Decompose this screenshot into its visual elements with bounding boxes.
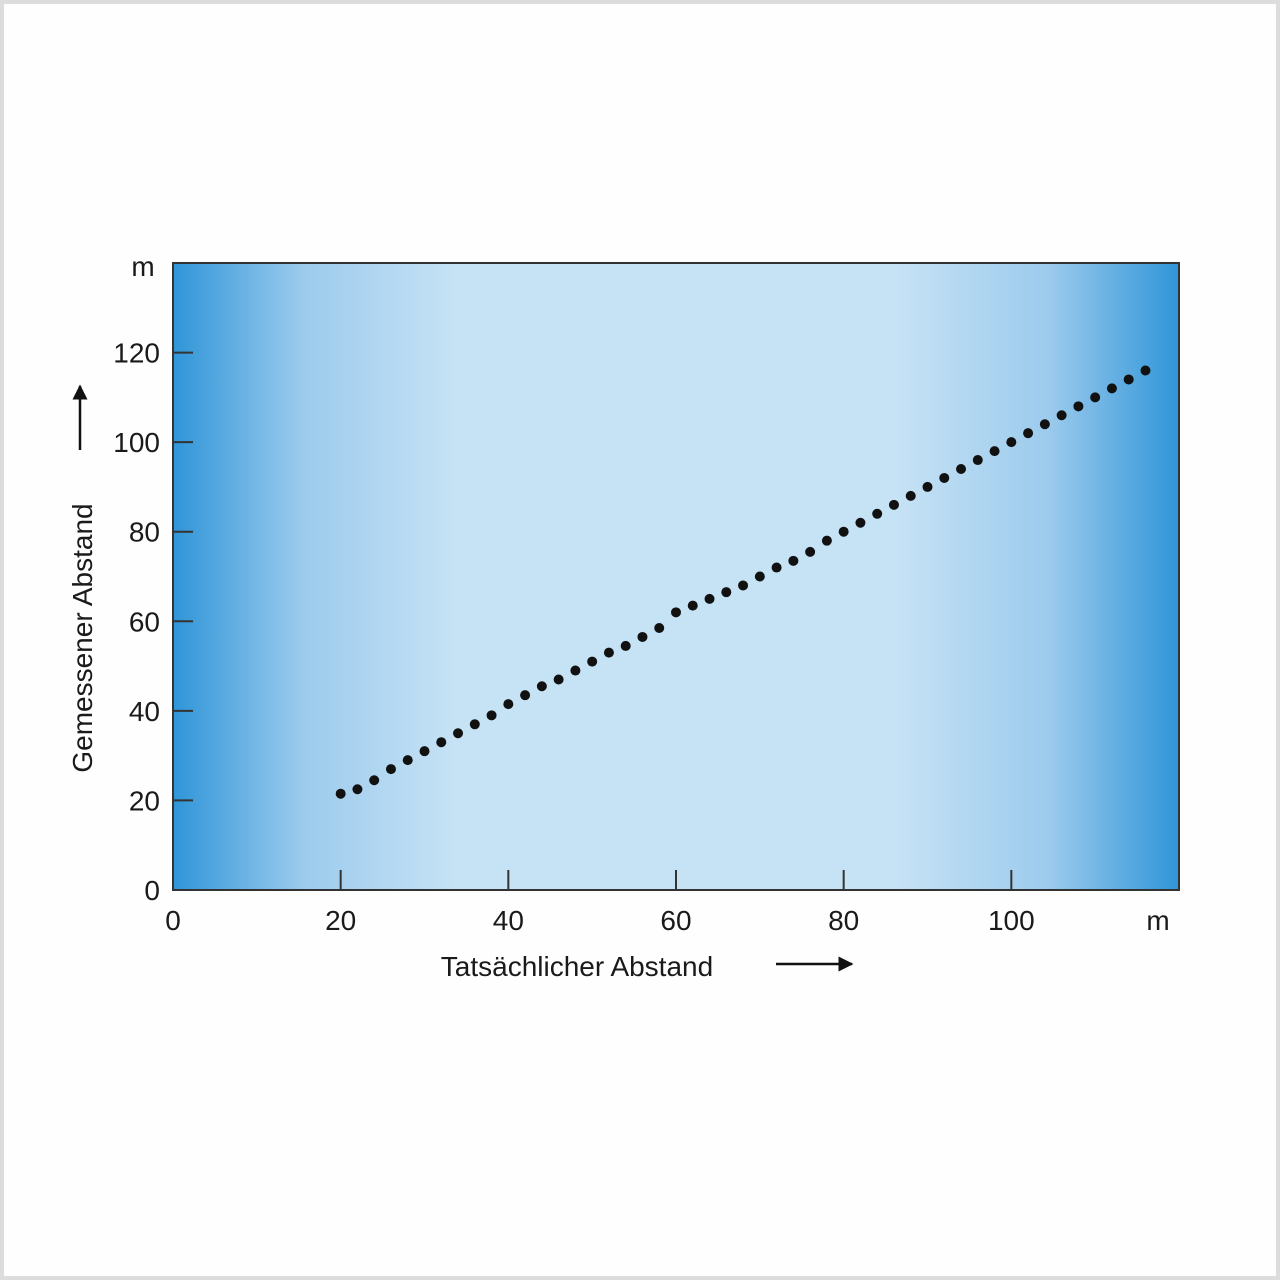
data-point bbox=[369, 775, 380, 786]
x-tick-label: 20 bbox=[325, 905, 356, 936]
data-point bbox=[503, 699, 514, 710]
data-point bbox=[1090, 392, 1101, 403]
data-point bbox=[553, 674, 564, 685]
data-point bbox=[788, 555, 799, 566]
data-point bbox=[570, 665, 581, 676]
x-tick-label: 80 bbox=[828, 905, 859, 936]
data-point bbox=[1140, 365, 1151, 376]
x-tick-label: 0 bbox=[165, 905, 181, 936]
data-point bbox=[620, 640, 631, 651]
data-point bbox=[453, 728, 464, 739]
data-point bbox=[486, 710, 497, 721]
data-point bbox=[754, 571, 765, 582]
data-point bbox=[687, 600, 698, 611]
data-point bbox=[603, 647, 614, 658]
data-point bbox=[536, 681, 547, 692]
data-point bbox=[1106, 383, 1117, 394]
data-point bbox=[989, 446, 1000, 457]
x-tick-label: 60 bbox=[660, 905, 691, 936]
data-point bbox=[1039, 419, 1050, 430]
y-tick-label: 40 bbox=[129, 696, 160, 727]
data-point bbox=[972, 455, 983, 466]
data-point bbox=[721, 587, 732, 598]
x-tick-label: 40 bbox=[493, 905, 524, 936]
data-point bbox=[888, 499, 899, 510]
data-point bbox=[671, 607, 681, 618]
data-point bbox=[821, 535, 832, 546]
plot-area bbox=[172, 262, 1180, 891]
data-point bbox=[838, 526, 849, 537]
y-axis: 0 20 40 60 80 100 120 bbox=[113, 338, 193, 906]
data-point bbox=[637, 631, 648, 642]
y-tick-label: 60 bbox=[129, 606, 160, 637]
data-point bbox=[419, 746, 430, 757]
data-point bbox=[587, 656, 598, 667]
y-axis-title: Gemessener Abstand bbox=[67, 503, 98, 772]
data-point bbox=[1056, 410, 1067, 421]
data-point bbox=[855, 517, 866, 528]
data-point bbox=[805, 546, 816, 557]
data-point bbox=[738, 580, 749, 591]
x-axis-title: Tatsächlicher Abstand bbox=[441, 951, 713, 982]
y-tick-label: 100 bbox=[113, 427, 160, 458]
data-point bbox=[704, 593, 715, 604]
x-axis: 0 20 40 60 80 100 bbox=[165, 870, 1035, 936]
data-point bbox=[654, 623, 665, 634]
data-point bbox=[402, 755, 413, 766]
x-tick-label: 100 bbox=[988, 905, 1035, 936]
data-point bbox=[1123, 374, 1134, 385]
data-point bbox=[1073, 401, 1084, 412]
data-point bbox=[469, 719, 480, 730]
y-tick-label: 120 bbox=[113, 338, 160, 369]
y-tick-label: 80 bbox=[129, 517, 160, 548]
data-point bbox=[1006, 437, 1017, 448]
data-point bbox=[905, 490, 916, 501]
data-point bbox=[520, 690, 531, 701]
y-tick-label: 20 bbox=[129, 785, 160, 816]
data-point bbox=[385, 764, 396, 775]
data-points bbox=[335, 365, 1151, 799]
y-tick-label: 0 bbox=[144, 875, 160, 906]
data-point bbox=[436, 737, 447, 748]
data-point bbox=[771, 562, 782, 573]
data-point bbox=[872, 508, 883, 519]
data-point bbox=[956, 464, 967, 475]
data-point bbox=[922, 481, 933, 492]
data-point bbox=[335, 788, 346, 799]
y-unit-label: m bbox=[131, 251, 154, 282]
x-unit-label: m bbox=[1146, 905, 1169, 936]
data-point bbox=[352, 784, 363, 795]
data-point bbox=[939, 472, 950, 483]
data-point bbox=[1023, 428, 1034, 439]
